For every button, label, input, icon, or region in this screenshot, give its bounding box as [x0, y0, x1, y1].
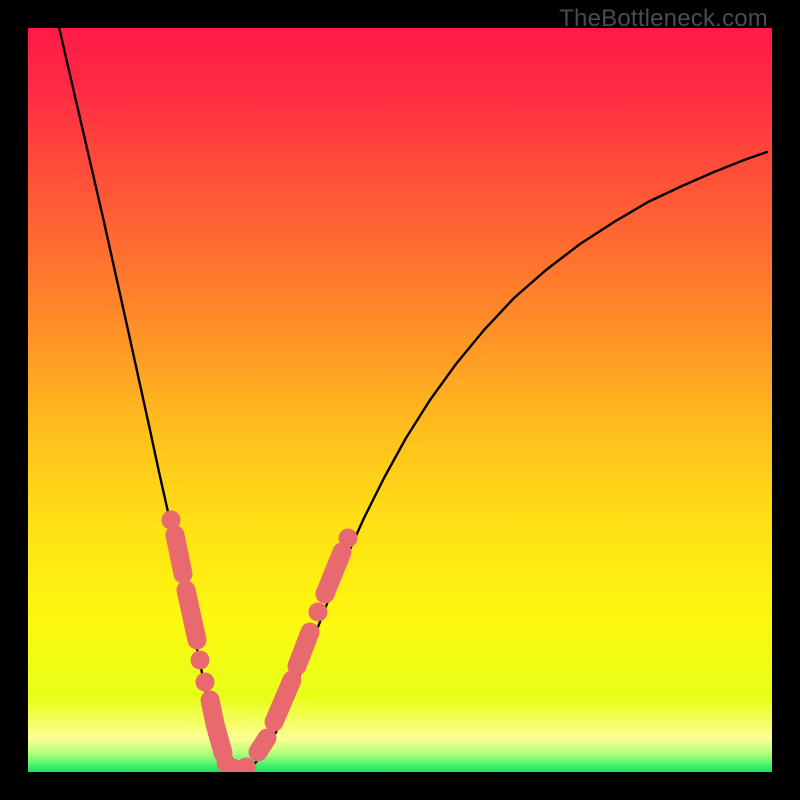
data-point: [309, 603, 328, 622]
data-point: [339, 529, 358, 548]
plot-area: [28, 28, 772, 772]
dots-group: [162, 511, 358, 773]
data-capsule: [186, 590, 197, 640]
data-capsule: [258, 738, 267, 752]
data-capsule: [325, 552, 342, 594]
data-point: [191, 651, 210, 670]
data-capsule: [297, 632, 310, 666]
data-capsule: [215, 724, 223, 753]
bottleneck-curve: [58, 28, 767, 769]
data-capsule: [274, 680, 292, 722]
chart-root: TheBottleneck.com: [0, 0, 800, 800]
data-point: [162, 511, 181, 530]
curve-layer: [28, 28, 772, 772]
data-point: [196, 673, 215, 692]
watermark-text: TheBottleneck.com: [559, 5, 768, 33]
data-capsule: [175, 535, 183, 574]
